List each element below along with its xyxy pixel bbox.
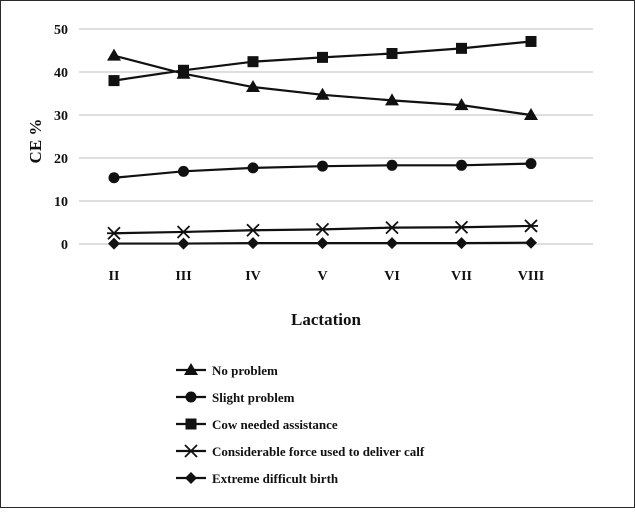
legend-label: Cow needed assistance — [212, 417, 338, 432]
data-point-diamond — [455, 237, 468, 250]
x-tick-label: VIII — [518, 269, 544, 284]
data-point-asterisk — [454, 220, 469, 234]
legend-item: Considerable force used to deliver calf — [176, 444, 425, 459]
legend-marker-circle — [185, 391, 197, 403]
x-tick-label: V — [317, 269, 327, 284]
data-point-circle — [178, 165, 189, 177]
data-point-triangle — [246, 80, 260, 93]
y-axis-ticks: 0 10 20 30 40 50 — [54, 23, 68, 253]
x-axis-ticks: II III IV V VI VII VIII — [109, 269, 545, 284]
data-point-diamond — [386, 237, 398, 250]
series-circle — [108, 158, 537, 184]
legend-label: No problem — [212, 363, 278, 378]
legend-marker-asterisk — [184, 444, 198, 458]
data-point-diamond — [525, 236, 537, 249]
data-point-circle — [456, 159, 467, 171]
data-point-circle — [108, 172, 120, 184]
y-tick-label: 50 — [54, 23, 68, 38]
data-point-asterisk — [107, 226, 121, 240]
legend-item: Slight problem — [176, 390, 295, 405]
data-point-square — [247, 56, 259, 68]
legend-marker-diamond — [185, 472, 197, 484]
data-point-triangle — [454, 98, 469, 111]
data-point-diamond — [108, 237, 120, 250]
data-point-asterisk — [315, 222, 330, 237]
x-tick-label: VI — [384, 269, 400, 284]
x-tick-label: II — [109, 269, 120, 284]
data-point-diamond — [177, 237, 190, 250]
legend-label: Considerable force used to deliver calf — [212, 444, 425, 459]
legend-label: Slight problem — [212, 390, 295, 405]
data-point-square — [525, 35, 537, 47]
data-point-circle — [386, 159, 398, 171]
data-point-asterisk — [385, 221, 399, 235]
data-point-square — [386, 48, 398, 60]
x-tick-label: IV — [245, 269, 261, 284]
data-point-triangle — [107, 48, 121, 61]
series-diamond — [108, 236, 537, 250]
data-point-square — [456, 42, 467, 54]
legend-item: Cow needed assistance — [176, 417, 338, 432]
legend: No problem Slight problem Cow needed assis… — [176, 363, 425, 486]
series-group — [107, 35, 538, 250]
legend-label: Extreme difficult birth — [212, 471, 339, 486]
data-point-circle — [317, 160, 328, 172]
data-point-asterisk — [176, 225, 191, 239]
series-square — [108, 35, 537, 87]
y-tick-label: 30 — [54, 109, 68, 124]
gridlines — [79, 28, 593, 245]
data-point-square — [178, 64, 189, 76]
data-point-diamond — [316, 237, 329, 250]
x-axis-title: Lactation — [291, 310, 361, 329]
legend-item: Extreme difficult birth — [176, 471, 339, 486]
y-tick-label: 40 — [54, 66, 68, 81]
y-tick-label: 10 — [54, 195, 68, 210]
y-tick-label: 20 — [54, 152, 68, 167]
x-tick-label: III — [175, 269, 191, 284]
data-point-triangle — [315, 87, 330, 100]
data-point-circle — [247, 162, 259, 174]
data-point-triangle — [385, 93, 399, 106]
data-point-square — [108, 75, 120, 87]
data-point-triangle — [524, 108, 538, 120]
y-axis-title: CE % — [26, 119, 45, 164]
y-tick-label: 0 — [61, 238, 68, 253]
data-point-circle — [525, 158, 537, 170]
series-asterisk — [107, 219, 538, 240]
data-point-square — [317, 51, 328, 63]
data-point-asterisk — [246, 223, 260, 237]
data-point-diamond — [247, 237, 259, 250]
series-line — [113, 54, 532, 117]
legend-marker-triangle — [184, 363, 198, 375]
legend-item: No problem — [176, 363, 278, 378]
data-point-asterisk — [524, 219, 538, 233]
x-tick-label: VII — [451, 269, 472, 284]
legend-marker-square — [185, 418, 197, 430]
